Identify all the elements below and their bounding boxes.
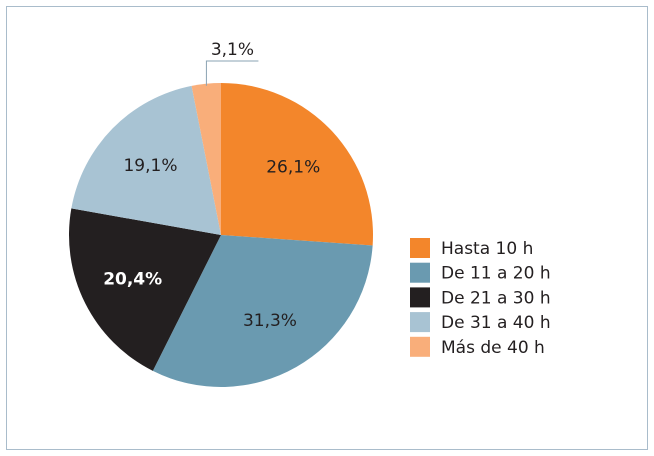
pie-slice: [69, 208, 221, 371]
legend-label: Más de 40 h: [441, 338, 545, 358]
legend-label: De 21 a 30 h: [441, 288, 551, 308]
legend-label: De 31 a 40 h: [441, 313, 551, 333]
legend-label: De 11 a 20 h: [441, 264, 551, 284]
legend-swatch: [410, 262, 430, 283]
legend-swatch: [410, 238, 430, 258]
data-label: 19,1%: [123, 156, 177, 176]
leader-line: [205, 60, 259, 86]
legend-swatch: [410, 336, 430, 357]
legend-label: Hasta 10 h: [441, 239, 533, 259]
pie-slice: [191, 83, 221, 235]
data-label: 26,1%: [266, 158, 320, 178]
pie-slice: [71, 85, 221, 236]
data-label: 31,3%: [243, 311, 297, 331]
legend-swatch: [410, 312, 430, 333]
data-label: 3,1%: [211, 40, 254, 60]
pie-slice: [152, 235, 373, 387]
data-label: 20,4%: [103, 269, 162, 289]
pie-slice: [221, 83, 373, 246]
legend-swatch: [410, 287, 430, 308]
frame: [6, 6, 648, 450]
